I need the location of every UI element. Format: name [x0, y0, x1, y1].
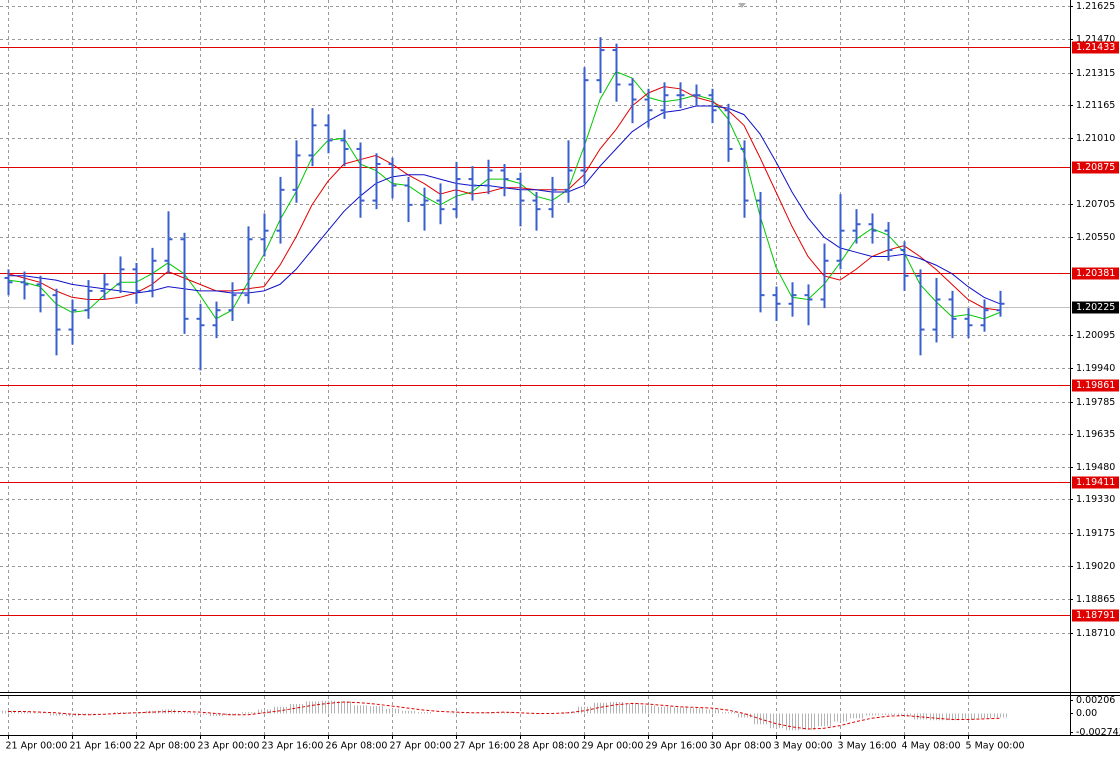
grid-layer: [0, 0, 1070, 735]
y-tick-label: 1.21470: [1076, 34, 1115, 45]
level-label-box: [1072, 161, 1119, 174]
current-price-label: 1.20225: [1076, 302, 1115, 313]
level-label: 1.19411: [1076, 477, 1115, 488]
x-tick-label: 21 Apr 00:00: [6, 741, 68, 752]
y-tick-label: 1.19940: [1076, 363, 1115, 374]
y-tick-label: 1.19785: [1076, 397, 1115, 408]
level-label-box: [1072, 379, 1119, 392]
x-tick-label: 30 Apr 08:00: [710, 741, 772, 752]
y-tick-label: 0.00206: [1076, 695, 1115, 706]
level-label: 1.20875: [1076, 162, 1115, 173]
y-tick-label: 1.21165: [1076, 100, 1115, 111]
y-tick-label: 1.18710: [1076, 628, 1115, 639]
signal-line: [8, 701, 1001, 730]
x-tick-label: 22 Apr 08:00: [134, 741, 196, 752]
level-label: 1.19861: [1076, 380, 1115, 391]
y-tick-label: 1.19480: [1076, 462, 1115, 473]
level-label-box: [1072, 41, 1119, 54]
x-tick-label: 28 Apr 08:00: [518, 741, 580, 752]
x-tick-label: 4 May 08:00: [902, 741, 961, 752]
level-label-box: [1072, 476, 1119, 489]
y-tick-label: 1.19020: [1076, 561, 1115, 572]
x-tick-label: 27 Apr 16:00: [454, 741, 516, 752]
x-tick-label: 23 Apr 16:00: [262, 741, 324, 752]
x-tick-label: 29 Apr 00:00: [582, 741, 644, 752]
y-tick-label: 1.20550: [1076, 232, 1115, 243]
x-tick-label: 26 Apr 08:00: [326, 741, 388, 752]
level-label: 1.18791: [1076, 610, 1115, 621]
x-tick-label: 21 Apr 16:00: [70, 741, 132, 752]
y-tick-label: 1.21010: [1076, 133, 1115, 144]
x-tick-label: 29 Apr 16:00: [646, 741, 708, 752]
x-tick-label: 3 May 16:00: [838, 741, 897, 752]
x-tick-label: 5 May 00:00: [966, 741, 1025, 752]
level-label: 1.20381: [1076, 268, 1115, 279]
x-tick-label: 23 Apr 00:00: [198, 741, 260, 752]
x-tick-label: 3 May 00:00: [774, 741, 833, 752]
y-tick-label: 1.20095: [1076, 330, 1115, 341]
y-tick-label: 1.19175: [1076, 528, 1115, 539]
y-tick-label: 1.18865: [1076, 594, 1115, 605]
x-tick-label: 27 Apr 00:00: [390, 741, 452, 752]
y-tick-label: 1.21625: [1076, 1, 1115, 12]
y-tick-label: 0.00: [1076, 708, 1097, 719]
y-tick-label: 1.21315: [1076, 68, 1115, 79]
data-layer: [0, 37, 1070, 731]
level-label-box: [1072, 267, 1119, 280]
level-label-box: [1072, 609, 1119, 622]
y-tick-label: 1.19330: [1076, 494, 1115, 505]
y-tick-label: 1.20705: [1076, 199, 1115, 210]
axis-layer: 1.21625 1.21470 1.21315 1.21165 1.21010 1.207…: [6, 1, 1120, 752]
y-tick-label: 1.19635: [1076, 429, 1115, 440]
level-label: 1.21433: [1076, 42, 1115, 53]
shift-marker: [738, 3, 746, 8]
current-price-box: [1072, 301, 1119, 314]
y-tick-label: -0.002743: [1076, 727, 1120, 738]
